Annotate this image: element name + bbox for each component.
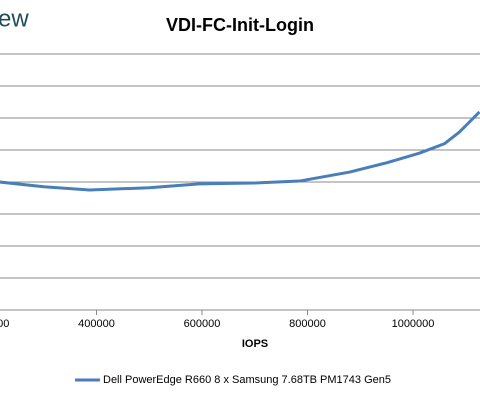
watermark: ew <box>0 5 29 32</box>
legend-label: Dell PowerEdge R660 8 x Samsung 7.68TB P… <box>103 374 391 386</box>
x-tick-label: 200000 <box>0 318 9 330</box>
x-axis-label: IOPS <box>242 338 268 350</box>
x-tick-label: 600000 <box>184 318 221 330</box>
chart-title: VDI-FC-Init-Login <box>166 15 314 35</box>
data-line <box>0 110 480 192</box>
x-tick-label: 1000000 <box>392 318 435 330</box>
x-tick-label: 800000 <box>289 318 326 330</box>
x-tick-label: 400000 <box>78 318 115 330</box>
